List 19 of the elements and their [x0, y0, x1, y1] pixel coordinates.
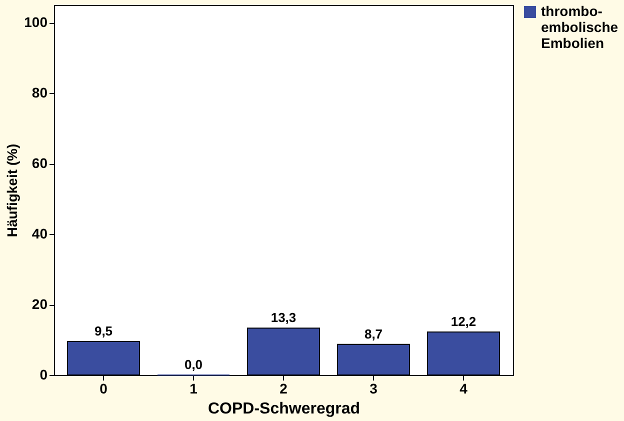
y-tick-label: 100	[24, 14, 48, 30]
y-tick-label: 40	[32, 226, 48, 242]
text: 12,2	[450, 314, 476, 330]
x-tick-label: 1	[190, 380, 198, 396]
text: 9,5	[94, 324, 113, 339]
y-tick-label: 60	[32, 155, 48, 172]
y-tick-label: 80	[32, 84, 48, 101]
x-tick-label: 0	[100, 380, 108, 396]
y-tick-label: 20	[32, 296, 48, 312]
legend-label: thrombo- embolische Embolien	[541, 3, 618, 51]
text: 0,0	[184, 357, 203, 372]
y-tick-label: 0	[40, 366, 48, 382]
text: 8,7	[364, 326, 383, 342]
x-tick-label: 2	[280, 380, 288, 396]
text: 13,3	[270, 310, 296, 326]
x-tick-label: 4	[460, 380, 468, 396]
x-axis-title: COPD-Schweregrad	[208, 400, 360, 418]
x-tick-label: 3	[370, 380, 378, 396]
y-axis-title: Häufigkeit (%)	[4, 144, 20, 238]
